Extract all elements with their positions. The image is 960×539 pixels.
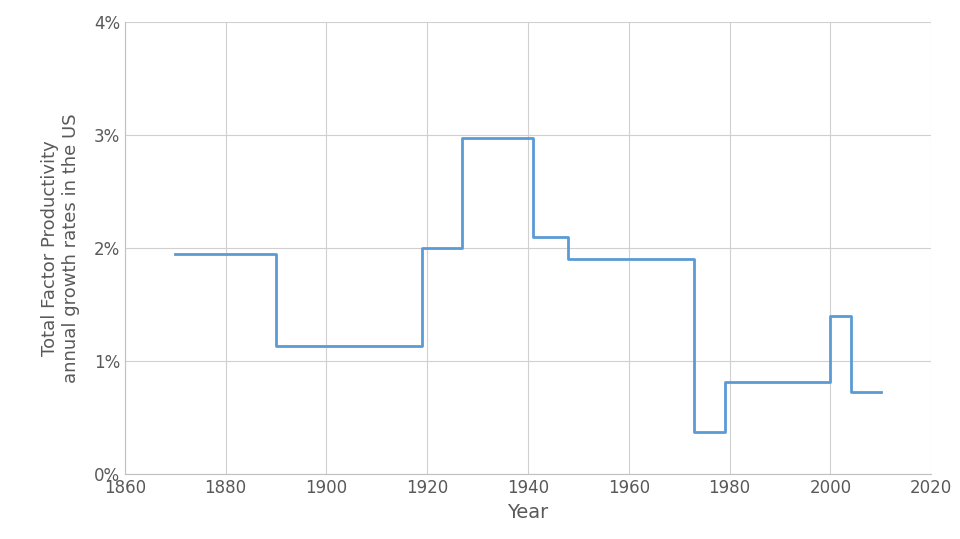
Y-axis label: Total Factor Productivity
annual growth rates in the US: Total Factor Productivity annual growth … (41, 113, 80, 383)
X-axis label: Year: Year (508, 503, 548, 522)
